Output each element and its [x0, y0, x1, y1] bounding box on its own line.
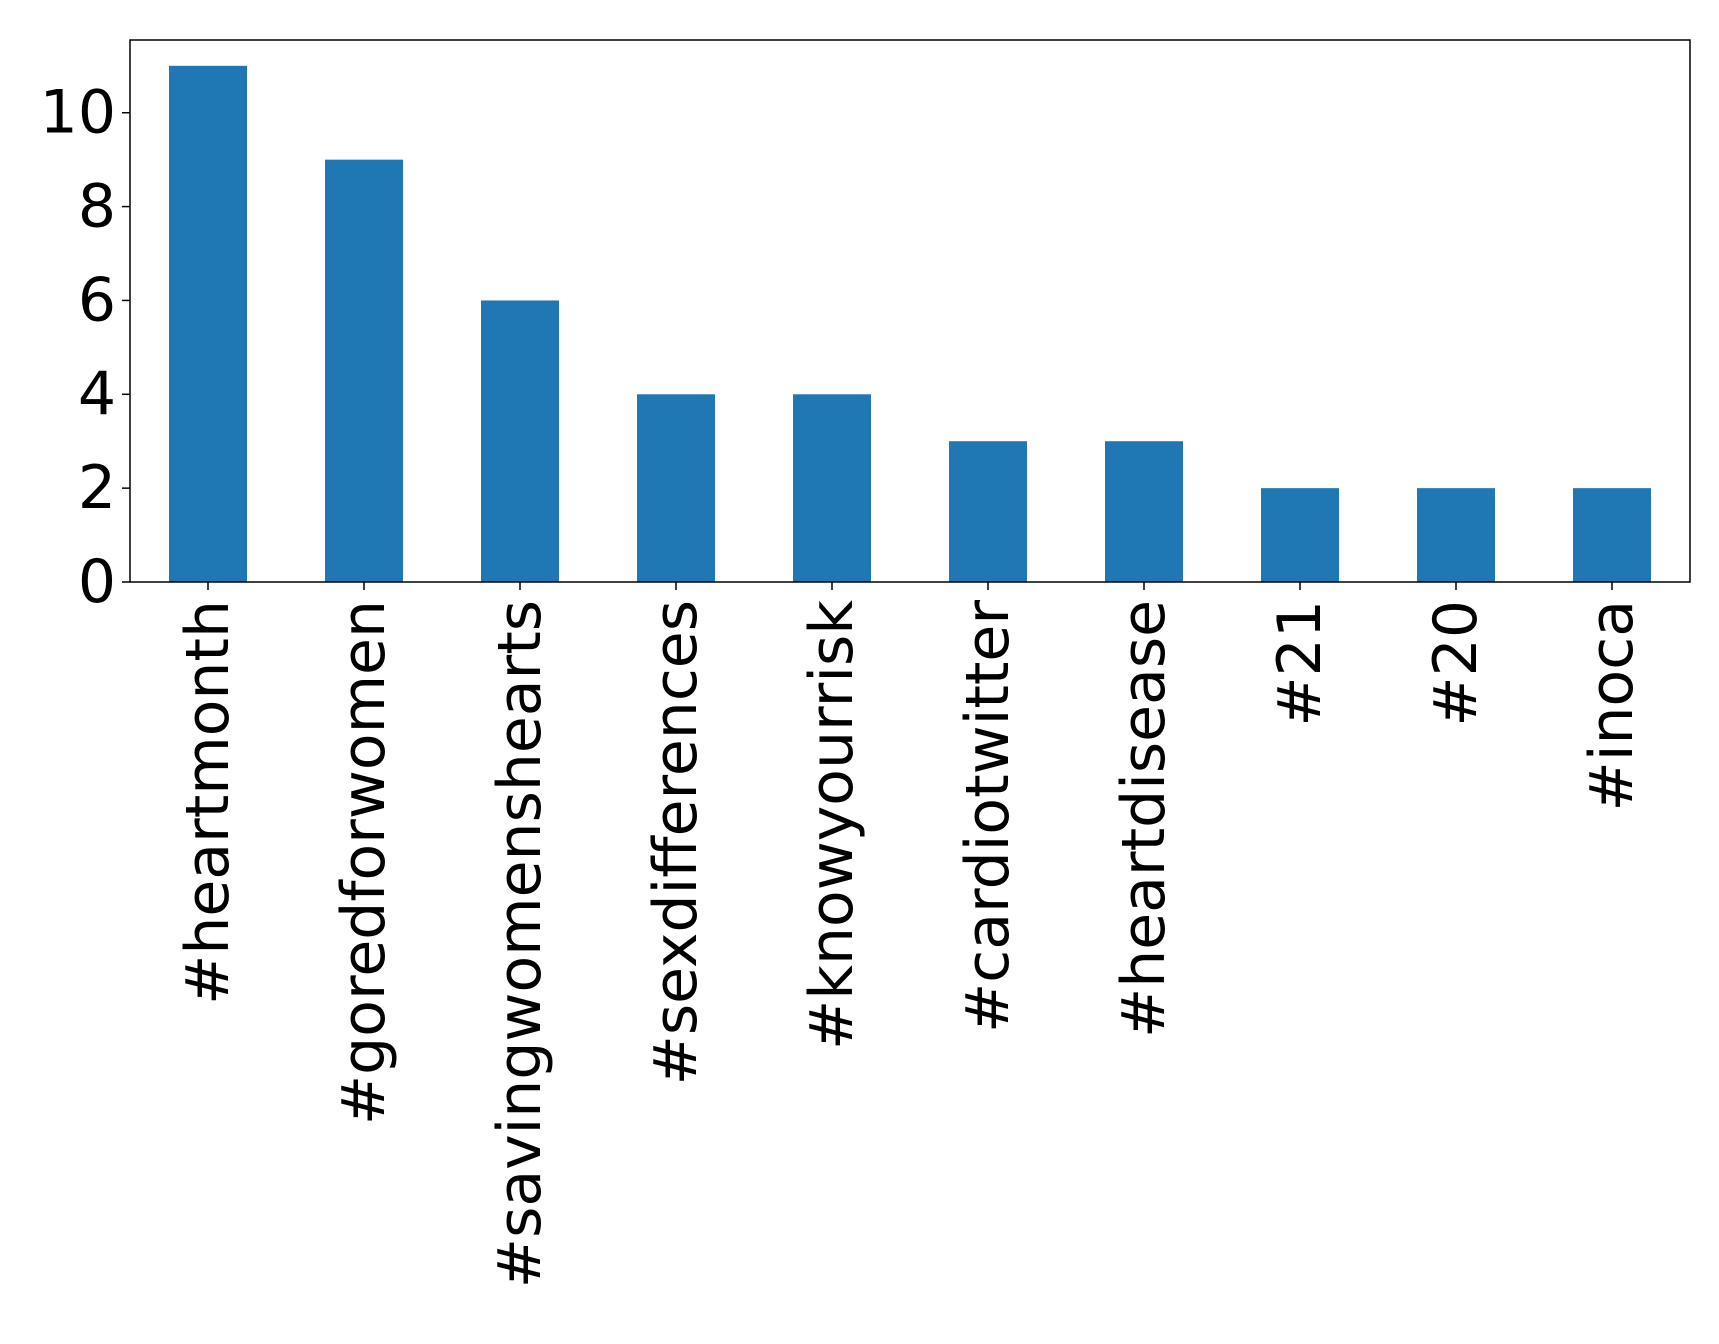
bar-0 — [169, 65, 247, 583]
bar-3 — [637, 394, 715, 582]
x-tick-label-5: #cardiotwitter — [953, 600, 1023, 1033]
x-axis-ticks: #heartmonth #goredforwomen #savingwomenshe… — [173, 582, 1647, 1288]
y-tick-label-5: 10 — [40, 78, 116, 148]
x-tick-label-3: #sexdifferences — [641, 600, 711, 1085]
axes-layer — [129, 39, 1691, 583]
x-tick-label-1: #goredforwomen — [329, 600, 399, 1125]
bars-layer — [169, 65, 1651, 583]
y-tick-label-3: 6 — [78, 265, 116, 335]
bar-7 — [1261, 488, 1339, 582]
x-tick-label-4: #knowyourrisk — [797, 600, 867, 1050]
x-tick-label-8: #20 — [1421, 600, 1491, 727]
bar-9 — [1573, 488, 1651, 582]
plot-frame — [129, 39, 1691, 583]
bar-4 — [793, 394, 871, 582]
y-tick-label-1: 2 — [78, 453, 116, 523]
bar-6 — [1105, 441, 1183, 582]
y-tick-label-4: 8 — [78, 172, 116, 242]
x-tick-label-2: #savingwomenshearts — [485, 600, 555, 1288]
y-axis-ticks: 0 2 4 6 8 10 — [40, 78, 130, 617]
bar-2 — [481, 300, 559, 582]
bar-5 — [949, 441, 1027, 582]
x-tick-label-7: #21 — [1265, 600, 1335, 727]
x-tick-label-9: #inoca — [1577, 600, 1647, 811]
bar-1 — [325, 159, 403, 582]
x-tick-label-6: #heartdisease — [1109, 600, 1179, 1038]
y-tick-label-0: 0 — [78, 547, 116, 617]
bar-8 — [1417, 488, 1495, 582]
y-tick-label-2: 4 — [78, 359, 116, 429]
x-tick-label-0: #heartmonth — [173, 600, 243, 1005]
